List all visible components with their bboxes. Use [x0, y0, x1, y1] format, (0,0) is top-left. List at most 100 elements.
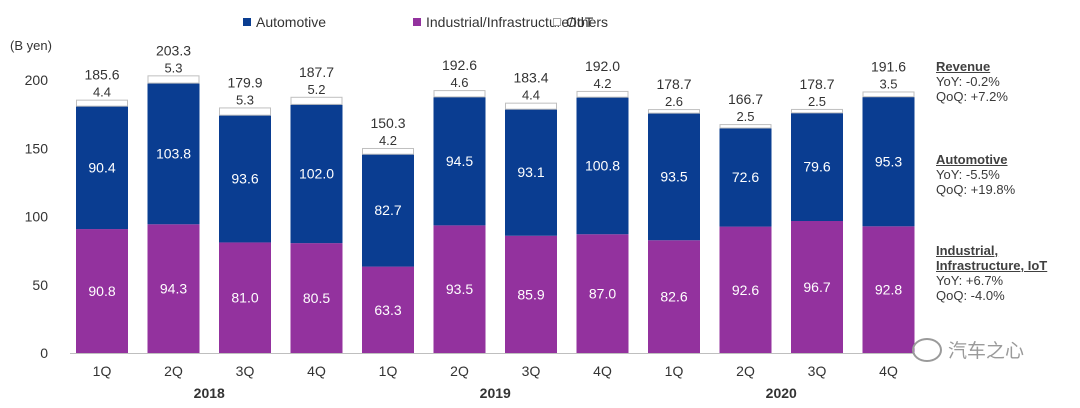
bar-others	[505, 102, 557, 110]
bar-others	[362, 147, 414, 155]
bar-others	[791, 108, 843, 114]
bar-industrial	[147, 224, 200, 353]
bar-industrial	[862, 226, 915, 353]
bar-industrial	[362, 266, 414, 353]
data-label-industrial: 96.7	[803, 279, 830, 295]
data-label-automotive: 93.1	[517, 164, 544, 180]
bar-automotive	[719, 127, 772, 227]
bar-others	[862, 91, 915, 98]
bar-automotive	[576, 96, 629, 235]
automotive-qoq: QoQ: +19.8%	[936, 182, 1016, 197]
revenue-qoq: QoQ: +7.2%	[936, 89, 1008, 104]
total-label: 203.3	[156, 42, 191, 58]
industrial-note-heading-2: Infrastructure, IoT	[936, 258, 1048, 273]
bar-industrial	[433, 225, 486, 353]
bar-automotive	[791, 112, 843, 222]
x-tick-label: 3Q	[236, 363, 255, 379]
data-label-others: 2.6	[665, 94, 683, 109]
x-tick-label: 2Q	[450, 363, 469, 379]
data-label-automotive: 100.8	[585, 157, 620, 173]
data-label-automotive: 95.3	[875, 153, 902, 169]
watermark: 汽车之心	[912, 336, 1024, 363]
bar-others	[219, 107, 271, 116]
industrial-yoy: YoY: +6.7%	[936, 273, 1004, 288]
bar-industrial	[505, 235, 557, 353]
bar-others	[147, 75, 200, 84]
bar-automotive	[433, 96, 486, 226]
data-label-others: 3.5	[879, 76, 897, 91]
x-tick-label: 1Q	[93, 363, 112, 379]
bar-automotive	[505, 108, 557, 236]
x-tick-label: 4Q	[879, 363, 898, 379]
data-label-industrial: 93.5	[446, 281, 473, 297]
bar-industrial	[648, 240, 700, 353]
total-label: 178.7	[799, 76, 834, 92]
x-tick-label: 2Q	[164, 363, 183, 379]
y-tick-label: 200	[25, 72, 49, 88]
data-label-others: 2.5	[736, 109, 754, 124]
x-tick-label: 2Q	[736, 363, 755, 379]
bar-automotive	[648, 112, 700, 241]
bar-others	[576, 90, 629, 98]
data-label-industrial: 85.9	[517, 286, 544, 302]
total-label: 166.7	[728, 91, 763, 107]
y-tick-label: 150	[25, 140, 49, 156]
automotive-note: Automotive YoY: -5.5% QoQ: +19.8%	[936, 152, 1015, 197]
data-label-others: 4.4	[93, 85, 111, 100]
x-tick-label: 1Q	[379, 363, 398, 379]
bar-automotive	[362, 153, 414, 267]
legend-swatch	[553, 18, 561, 26]
bar-industrial	[290, 243, 343, 353]
data-label-automotive: 72.6	[732, 169, 759, 185]
y-axis-label: (B yen)	[10, 38, 52, 53]
data-label-automotive: 79.6	[803, 159, 830, 175]
revenue-note-heading: Revenue	[936, 59, 991, 74]
legend-label: Industrial/Infrastructure/IoT	[426, 14, 594, 30]
industrial-note: Industrial, Infrastructure, IoT YoY: +6.…	[936, 243, 1047, 303]
legend-label: Automotive	[256, 14, 326, 30]
bar-industrial	[76, 229, 128, 353]
total-label: 191.6	[871, 58, 906, 74]
x-tick-label: 4Q	[307, 363, 326, 379]
data-label-others: 5.2	[307, 82, 325, 97]
automotive-yoy: YoY: -5.5%	[936, 167, 1000, 182]
x-group-label: 2018	[194, 385, 225, 401]
data-label-automotive: 93.5	[660, 168, 687, 184]
total-label: 187.7	[299, 64, 334, 80]
bar-automotive	[76, 105, 128, 230]
data-label-industrial: 92.8	[875, 282, 902, 298]
x-group-label: 2019	[480, 385, 511, 401]
bar-industrial	[719, 226, 772, 353]
total-label: 185.6	[84, 67, 119, 83]
legend-swatch	[243, 18, 251, 26]
data-label-industrial: 80.5	[303, 290, 330, 306]
data-label-others: 4.2	[593, 76, 611, 91]
total-label: 179.9	[227, 74, 262, 90]
data-label-automotive: 94.5	[446, 153, 473, 169]
data-label-industrial: 90.8	[88, 283, 115, 299]
data-label-others: 2.5	[808, 94, 826, 109]
data-label-industrial: 87.0	[589, 286, 616, 302]
bar-automotive	[219, 114, 271, 243]
data-label-others: 4.6	[450, 75, 468, 90]
bar-others	[290, 96, 343, 105]
data-label-industrial: 82.6	[660, 289, 687, 305]
industrial-qoq: QoQ: -4.0%	[936, 288, 1005, 303]
bar-automotive	[862, 96, 915, 227]
total-label: 192.6	[442, 57, 477, 73]
x-tick-label: 3Q	[808, 363, 827, 379]
watermark-text: 汽车之心	[948, 340, 1025, 362]
data-label-automotive: 90.4	[88, 159, 115, 175]
bar-industrial	[219, 242, 271, 353]
bar-others	[433, 90, 486, 98]
data-label-automotive: 82.7	[374, 202, 401, 218]
data-label-others: 5.3	[164, 60, 182, 75]
bar-automotive	[147, 82, 200, 225]
bar-others	[648, 109, 700, 114]
y-tick-label: 100	[25, 209, 49, 225]
bar-industrial	[576, 234, 629, 353]
data-label-others: 4.4	[522, 88, 540, 103]
bar-industrial	[791, 221, 843, 353]
wechat-icon	[912, 337, 942, 362]
